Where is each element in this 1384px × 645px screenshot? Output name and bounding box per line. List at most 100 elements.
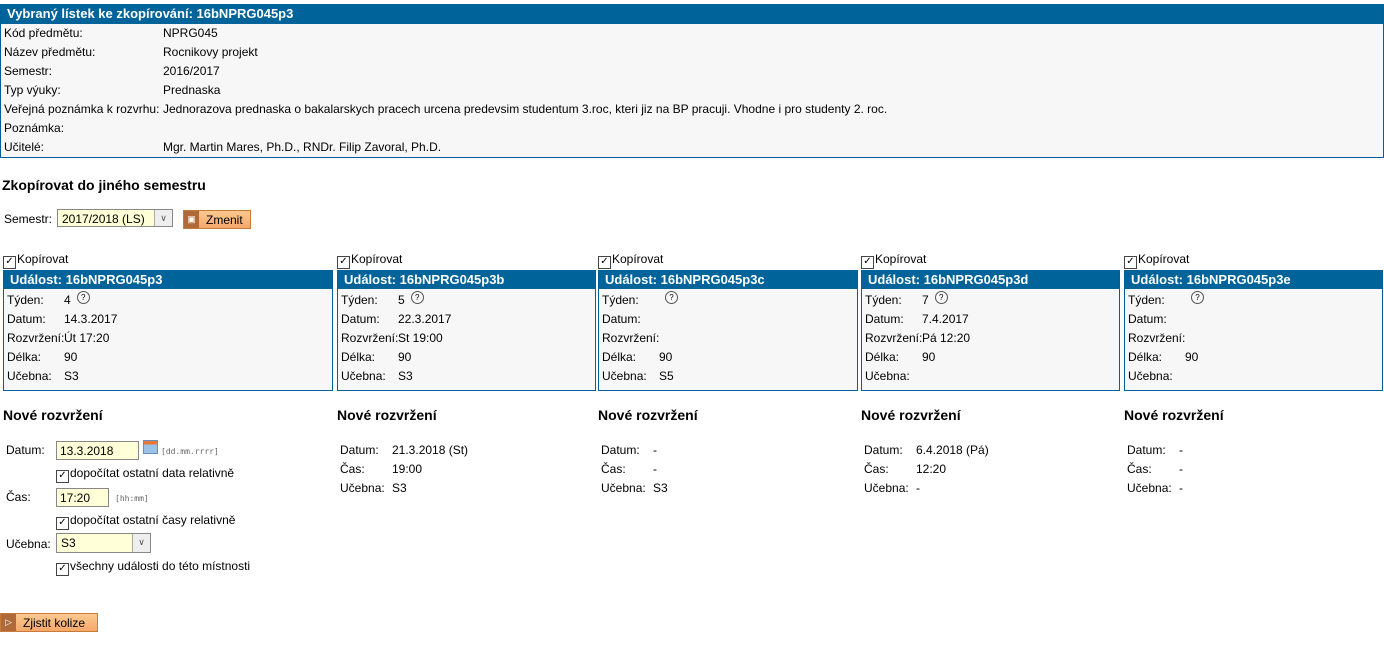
room-select[interactable]: S3 ∨ <box>56 533 151 553</box>
copy-checkbox[interactable]: ✓ Kopírovat <box>3 252 333 269</box>
new-time-value: - <box>1179 462 1183 476</box>
info-row: Kód předmětu: NPRG045 <box>1 24 1383 43</box>
event-card: Událost: 16bNPRG045p3d Týden: 7? Datum: 7.… <box>861 270 1120 391</box>
event-card: Událost: 16bNPRG045p3e Týden:? Datum: Ro… <box>1124 270 1383 391</box>
week-label: Týden: <box>602 293 639 307</box>
info-key: Poznámka: <box>4 121 65 135</box>
info-key: Veřejná poznámka k rozvrhu: <box>4 102 160 116</box>
week-value: 4 <box>64 293 71 307</box>
room-value: S3 <box>64 369 79 383</box>
event-card: Událost: 16bNPRG045p3 Týden: 4? Datum: 14.… <box>3 270 333 391</box>
copy-label: Kopírovat <box>17 252 69 266</box>
week-label: Týden: <box>1128 293 1165 307</box>
new-date-value: 21.3.2018 (St) <box>392 443 469 457</box>
copy-checkbox[interactable]: ✓ Kopírovat <box>337 252 596 269</box>
copy-checkbox[interactable]: ✓ Kopírovat <box>1124 252 1383 269</box>
length-label: Délka: <box>341 350 376 364</box>
length-label: Délka: <box>7 350 42 364</box>
new-room-value: S3 <box>392 481 407 495</box>
checkbox-icon: ✓ <box>861 256 874 269</box>
semester-label: Semestr: <box>4 212 53 226</box>
date-input[interactable]: 13.3.2018 <box>56 441 139 460</box>
room-label: Učebna: <box>602 369 647 383</box>
copy-section-title: Zkopírovat do jiného semestru <box>2 177 206 193</box>
date-value: 22.3.2017 <box>398 312 452 326</box>
panel-title: Vybraný lístek ke zkopírování: 16bNPRG04… <box>1 4 1383 24</box>
new-room-label: Učebna: <box>340 481 385 495</box>
length-value: 90 <box>64 350 78 364</box>
layout-label: Rozvržení: <box>865 331 923 345</box>
copy-label: Kopírovat <box>1138 252 1190 266</box>
relative-dates-checkbox[interactable]: ✓ dopočítat ostatní data relativně <box>56 466 234 483</box>
checkbox-icon: ✓ <box>1124 256 1137 269</box>
copy-checkbox[interactable]: ✓ Kopírovat <box>861 252 1120 269</box>
check-collisions-button[interactable]: ▷ Zjistit kolize <box>0 613 98 632</box>
copy-label: Kopírovat <box>875 252 927 266</box>
new-layout-title: Nové rozvržení <box>3 407 103 423</box>
date-label: Datum: <box>341 312 380 326</box>
info-value: Rocnikovy projekt <box>163 45 258 59</box>
new-layout-title: Nové rozvržení <box>598 407 698 423</box>
checkbox-icon: ✓ <box>56 517 69 530</box>
room-label: Učebna: <box>7 369 52 383</box>
new-room-label: Učebna: <box>1127 481 1172 495</box>
change-button[interactable]: ▣ Zmenit <box>183 210 251 229</box>
new-time-value: - <box>653 462 657 476</box>
layout-label: Rozvržení: <box>7 331 65 345</box>
info-row: Semestr: 2016/2017 <box>1 62 1383 81</box>
length-label: Délka: <box>602 350 637 364</box>
help-icon[interactable]: ? <box>665 291 678 304</box>
date-value: 14.3.2017 <box>64 312 118 326</box>
new-time-value: 19:00 <box>392 462 423 476</box>
room-label: Učebna: <box>1128 369 1173 383</box>
room-label: Učebna: <box>865 369 910 383</box>
copy-label: Kopírovat <box>351 252 403 266</box>
checkbox-icon: ✓ <box>337 256 350 269</box>
layout-value: St 19:00 <box>398 331 443 345</box>
all-events-room-label: všechny události do této místnosti <box>70 559 251 573</box>
room-label: Učebna: <box>6 537 51 551</box>
room-value: S3 <box>398 369 413 383</box>
event-title: Událost: 16bNPRG045p3e <box>1125 271 1382 289</box>
new-room-label: Učebna: <box>601 481 646 495</box>
layout-label: Rozvržení: <box>1128 331 1186 345</box>
info-row: Název předmětu: Rocnikovy projekt <box>1 43 1383 62</box>
semester-select[interactable]: 2017/2018 (LS) ∨ <box>57 209 173 227</box>
new-room-value: S3 <box>653 481 668 495</box>
calendar-icon[interactable] <box>143 440 158 454</box>
help-icon[interactable]: ? <box>76 291 90 304</box>
info-key: Název předmětu: <box>4 45 96 59</box>
new-room-value: - <box>1179 481 1183 495</box>
new-time-label: Čas: <box>864 462 889 476</box>
copy-checkbox[interactable]: ✓ Kopírovat <box>598 252 858 269</box>
checkbox-icon: ✓ <box>56 470 69 483</box>
chevron-down-icon: ∨ <box>154 210 172 226</box>
relative-times-checkbox[interactable]: ✓ dopočítat ostatní časy relativně <box>56 513 235 530</box>
help-icon[interactable]: ? <box>1191 291 1204 304</box>
selected-ticket-panel: Vybraný lístek ke zkopírování: 16bNPRG04… <box>0 4 1384 158</box>
all-events-room-checkbox[interactable]: ✓ všechny události do této místnosti <box>56 559 250 576</box>
new-date-label: Datum: <box>1127 443 1166 457</box>
week-label: Týden: <box>7 293 44 307</box>
new-layout-title: Nové rozvržení <box>1124 407 1224 423</box>
info-value: 2016/2017 <box>163 64 220 78</box>
help-icon[interactable]: ? <box>410 291 424 304</box>
new-date-label: Datum: <box>601 443 640 457</box>
event-title: Událost: 16bNPRG045p3 <box>4 271 332 289</box>
length-value: 90 <box>922 350 936 364</box>
new-layout-title: Nové rozvržení <box>337 407 437 423</box>
event-card: Událost: 16bNPRG045p3c Týden:? Datum: Ro… <box>598 270 858 391</box>
room-label: Učebna: <box>341 369 386 383</box>
new-time-label: Čas: <box>601 462 626 476</box>
layout-value: Út 17:20 <box>64 331 110 345</box>
week-value: 5 <box>398 293 405 307</box>
length-value: 90 <box>1185 350 1199 364</box>
room-value: S5 <box>659 369 674 383</box>
info-value: NPRG045 <box>163 26 218 40</box>
time-input[interactable]: 17:20 <box>56 488 109 507</box>
length-value: 90 <box>659 350 673 364</box>
length-value: 90 <box>398 350 412 364</box>
new-room-label: Učebna: <box>864 481 909 495</box>
week-label: Týden: <box>341 293 378 307</box>
help-icon[interactable]: ? <box>934 291 948 304</box>
